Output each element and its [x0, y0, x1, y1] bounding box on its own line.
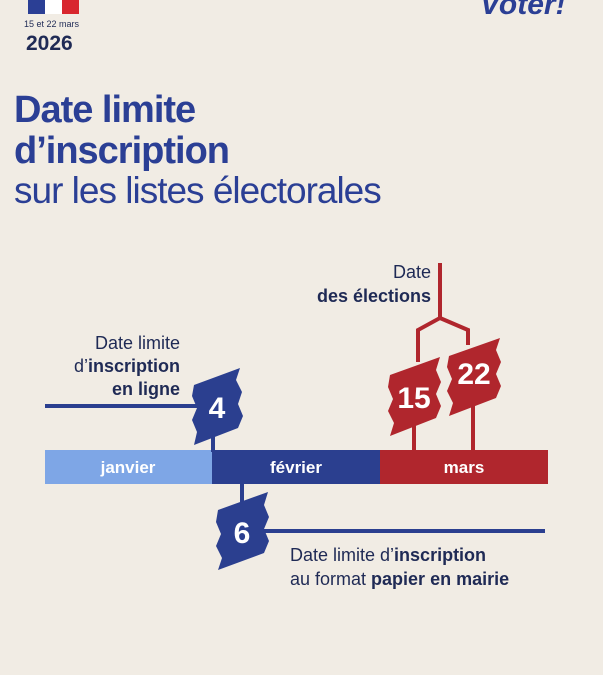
- header-year: 2026: [26, 32, 73, 55]
- online-label: Date limite: [95, 333, 180, 353]
- header-dates: 15 et 22 mars: [24, 19, 80, 29]
- paper-label: au format papier en mairie: [290, 569, 509, 589]
- elections-label: des élections: [317, 286, 431, 306]
- day-number: 15: [397, 382, 430, 415]
- month-label: février: [270, 458, 322, 477]
- text-part: papier en mairie: [371, 569, 509, 589]
- text-part: d’: [74, 356, 88, 376]
- title-line: Date limite: [14, 89, 195, 131]
- day-number: 4: [209, 392, 226, 425]
- month-segment: [45, 450, 212, 484]
- month-label: janvier: [100, 458, 156, 477]
- paper-label: Date limite d’inscription: [290, 545, 486, 565]
- flag: [28, 0, 79, 14]
- slogan: Voter!: [480, 0, 566, 21]
- title-subline: sur les listes électorales: [14, 170, 381, 211]
- day-number: 22: [457, 358, 490, 391]
- month-segment: [212, 450, 380, 484]
- day-badge: [216, 492, 269, 570]
- text-part: au format: [290, 569, 371, 589]
- text-part: inscription: [88, 356, 180, 376]
- online-label: en ligne: [112, 379, 180, 399]
- day-badge: [192, 368, 243, 445]
- day-number: 6: [234, 517, 251, 550]
- month-label: mars: [444, 458, 485, 477]
- day-badge: [447, 338, 501, 416]
- title-line: d’inscription: [14, 130, 229, 172]
- month-segment: [380, 450, 548, 484]
- text-part: Date limite d’: [290, 545, 394, 565]
- online-label: d’inscription: [74, 356, 180, 376]
- day-badge: [388, 357, 441, 436]
- text-part: inscription: [394, 545, 486, 565]
- elections-label: Date: [393, 262, 431, 282]
